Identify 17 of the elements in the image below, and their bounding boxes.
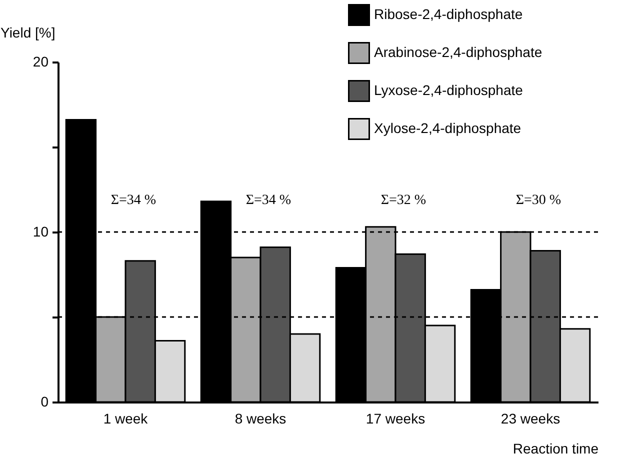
x-tick-label: 1 week <box>103 410 149 426</box>
x-tick-label: 17 weeks <box>366 410 426 426</box>
x-axis-title: Reaction time <box>512 440 599 456</box>
y-tick-label: 10 <box>32 224 49 240</box>
y-tick-label: 0 <box>40 394 49 410</box>
legend-label: Xylose-2,4-diphosphate <box>374 120 522 136</box>
annotation: Σ=34 % <box>246 193 292 208</box>
legend-label: Ribose-2,4-diphosphate <box>374 6 523 22</box>
legend-label: Arabinose-2,4-diphosphate <box>374 44 542 60</box>
legend-label: Lyxose-2,4-diphosphate <box>374 82 524 98</box>
annotation: Σ=34 % <box>110 193 156 208</box>
x-tick-label: 8 weeks <box>234 410 286 426</box>
annotation: Σ=32 % <box>380 193 426 208</box>
y-tick-label: 20 <box>32 54 49 70</box>
annotation: Σ=30 % <box>516 193 562 208</box>
x-tick-label: 23 weeks <box>500 410 560 426</box>
y-axis-title: Yield [%] <box>0 24 56 40</box>
